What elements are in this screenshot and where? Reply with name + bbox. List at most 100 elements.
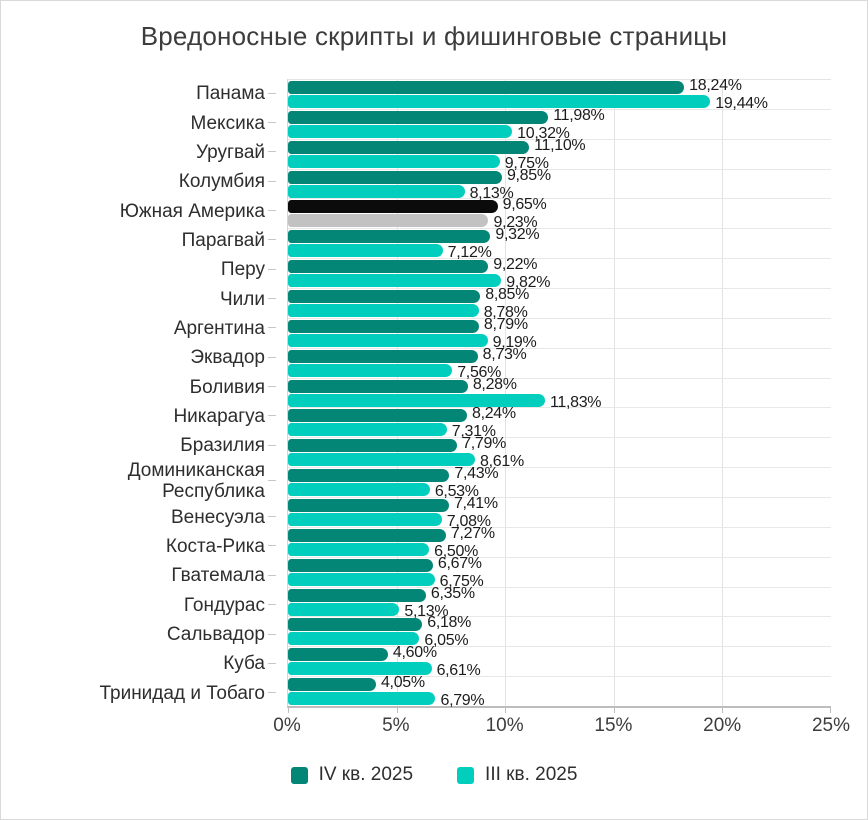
category-label: Гватемала (1, 561, 277, 590)
bar-q3-2025[interactable] (288, 214, 489, 228)
category-label: Чили (1, 284, 277, 313)
bar-group-Тринидад и Тобаго: 4,05% 6,79% (288, 674, 831, 709)
bar-q3-2025[interactable] (288, 423, 447, 437)
bar-q3-2025[interactable] (288, 363, 453, 377)
value-label-q4: 7,27% (450, 524, 495, 542)
bar-group-Венесуэла: 7,41% 7,08% (288, 495, 831, 531)
bar-q4-2025[interactable] (288, 618, 423, 632)
tickmark-5 (396, 708, 398, 713)
value-label-q3: 7,08% (446, 513, 491, 531)
bar-q3-2025[interactable] (288, 154, 500, 168)
bar-q4-2025[interactable] (288, 439, 458, 453)
bar-q3-2025[interactable] (288, 333, 488, 347)
bar-q4-2025[interactable] (288, 678, 376, 692)
bar-q3-2025[interactable] (288, 662, 432, 676)
value-label-q3: 10,32% (517, 124, 570, 142)
bar-q4-2025[interactable] (288, 648, 388, 662)
bar-q4-2025[interactable] (288, 260, 489, 274)
bar-q3-2025[interactable] (288, 274, 502, 288)
bar-group-Аргентина: 8,79% 9,19% (288, 315, 831, 351)
bar-q3-2025[interactable] (288, 304, 479, 318)
bar-q4-2025[interactable] (288, 110, 549, 124)
value-label-q3: 5,13% (404, 602, 449, 620)
category-label: Коста-Рика (1, 532, 277, 561)
value-label-q4: 7,41% (453, 495, 498, 513)
bar-q4-2025[interactable] (288, 558, 433, 572)
bar-q3-2025[interactable] (288, 483, 430, 497)
value-label-q4: 8,79% (483, 315, 528, 333)
value-label-q4: 18,24% (689, 77, 742, 94)
bar-q3-2025[interactable] (288, 95, 711, 108)
value-label-q3: 6,79% (440, 692, 485, 710)
category-axis: Панама Мексика Уругвай Колумбия Южная Америк… (1, 79, 277, 708)
bar-q4-2025[interactable] (288, 528, 446, 542)
value-label-q3: 9,75% (504, 154, 549, 172)
bar-q3-2025[interactable] (288, 632, 420, 646)
bar-group-Парагвай: 9,32% 7,12% (288, 226, 831, 261)
bar-group-Гватемала: 6,67% 6,75% (288, 555, 831, 590)
bar-q3-2025[interactable] (288, 692, 436, 706)
category-label: Мексика (1, 108, 277, 137)
legend-item-q4-2025[interactable]: IV кв. 2025 (290, 764, 414, 786)
bar-q3-2025[interactable] (288, 124, 513, 138)
category-label: Куба (1, 649, 277, 678)
bar-q4-2025[interactable] (288, 319, 479, 333)
value-label-q4: 9,32% (495, 226, 540, 244)
category-label: Тринидад и Тобаго (1, 679, 277, 708)
value-label-q3: 6,05% (424, 632, 469, 650)
category-label: Венесуэла (1, 502, 277, 531)
bar-q3-2025[interactable] (288, 244, 443, 258)
gridline-10 (505, 80, 507, 706)
bar-q4-2025[interactable] (288, 230, 491, 244)
bar-q4-2025[interactable] (288, 200, 498, 214)
tickmark-20 (722, 708, 724, 713)
bar-group-Бразилия: 7,79% 8,61% (288, 435, 831, 470)
tickmark-25 (830, 708, 831, 713)
category-label: Уругвай (1, 138, 277, 167)
bar-q4-2025[interactable] (288, 170, 502, 184)
value-label-q4: 8,73% (482, 345, 527, 363)
x-axis-labels: 0% 5% 10% 15% 20% 25% (273, 715, 850, 739)
bar-group-Куба: 4,60% 6,61% (288, 644, 831, 679)
value-label-q3: 9,23% (493, 214, 538, 232)
tickmark-10 (505, 708, 507, 713)
bar-group-Мексика: 11,98% 10,32% (288, 107, 831, 142)
value-label-q4: 8,85% (485, 286, 530, 304)
bar-q3-2025[interactable] (288, 572, 435, 586)
category-label: Боливия (1, 372, 277, 401)
bar-q4-2025[interactable] (288, 409, 467, 423)
x-tick-label-20: 20% (703, 715, 742, 736)
category-label: Гондурас (1, 591, 277, 620)
bar-q4-2025[interactable] (288, 140, 530, 154)
bar-q3-2025[interactable] (288, 602, 400, 616)
value-label-q4: 9,22% (493, 256, 538, 274)
bar-group-Сальвадор: 6,18% 6,05% (288, 614, 831, 650)
bar-group-Перу: 9,22% 9,82% (288, 256, 831, 292)
value-label-q3: 7,56% (457, 363, 502, 381)
bar-q3-2025[interactable] (288, 513, 442, 527)
bar-q3-2025[interactable] (288, 453, 475, 467)
bar-q4-2025[interactable] (288, 379, 468, 393)
bar-q4-2025[interactable] (288, 499, 449, 513)
bar-q4-2025[interactable] (288, 290, 481, 304)
value-label-q3: 9,82% (506, 274, 551, 292)
bar-q4-2025[interactable] (288, 349, 478, 363)
x-tick-label-10: 10% (485, 715, 524, 736)
bar-group-Чили: 8,85% 8,78% (288, 286, 831, 322)
legend-swatch-icon (290, 766, 308, 784)
bar-group-Коста-Рика: 7,27% 6,50% (288, 524, 831, 560)
value-label-q3: 8,78% (483, 304, 528, 322)
value-label-q3: 9,19% (492, 333, 537, 351)
bar-q4-2025[interactable] (288, 81, 685, 94)
bar-q4-2025[interactable] (288, 469, 450, 483)
bar-q3-2025[interactable] (288, 542, 430, 556)
legend-item-label: IV кв. 2025 (318, 764, 414, 785)
bar-rows: 18,24% 19,44% 11,98% 10,32% 11,10% 9,75% 9,85%… (288, 77, 831, 709)
bar-q3-2025[interactable] (288, 393, 545, 407)
x-tick-label-15: 15% (594, 715, 633, 736)
x-tick-label-25: 25% (811, 715, 851, 736)
legend-item-q3-2025[interactable]: III кв. 2025 (457, 764, 577, 786)
bar-q4-2025[interactable] (288, 588, 426, 602)
bar-q3-2025[interactable] (288, 184, 465, 198)
